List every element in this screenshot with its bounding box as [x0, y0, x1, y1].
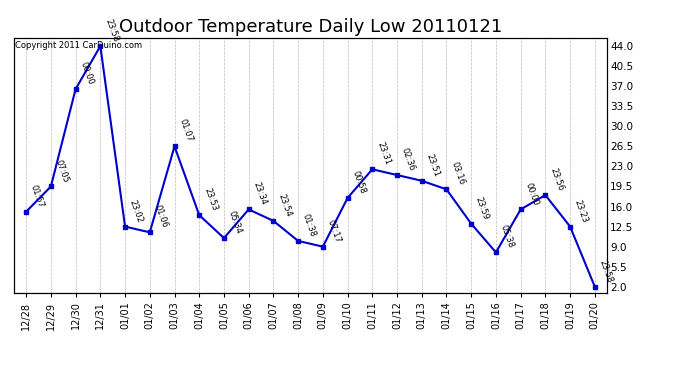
- Text: 23:58: 23:58: [103, 18, 120, 44]
- Title: Outdoor Temperature Daily Low 20110121: Outdoor Temperature Daily Low 20110121: [119, 18, 502, 36]
- Text: 23:34: 23:34: [251, 181, 268, 207]
- Text: 01:06: 01:06: [152, 204, 169, 230]
- Text: 23:31: 23:31: [375, 141, 392, 166]
- Text: 00:00: 00:00: [79, 61, 95, 86]
- Text: 23:58: 23:58: [598, 258, 614, 284]
- Text: Copyright 2011 CarDuino.com: Copyright 2011 CarDuino.com: [15, 41, 142, 50]
- Text: 23:56: 23:56: [548, 166, 565, 192]
- Text: 01:07: 01:07: [177, 118, 194, 144]
- Text: 05:34: 05:34: [227, 210, 244, 235]
- Text: 07:17: 07:17: [326, 218, 342, 244]
- Text: 00:00: 00:00: [524, 181, 540, 207]
- Text: 03:16: 03:16: [449, 161, 466, 187]
- Text: 23:51: 23:51: [424, 153, 441, 178]
- Text: 23:23: 23:23: [573, 198, 589, 224]
- Text: 01:57: 01:57: [29, 183, 46, 209]
- Text: 00:58: 00:58: [351, 170, 367, 195]
- Text: 07:05: 07:05: [54, 158, 70, 184]
- Text: 01:38: 01:38: [301, 213, 317, 238]
- Text: 23:59: 23:59: [474, 195, 491, 221]
- Text: 23:54: 23:54: [276, 193, 293, 218]
- Text: 02:36: 02:36: [400, 147, 417, 172]
- Text: 23:53: 23:53: [202, 187, 219, 212]
- Text: 05:38: 05:38: [499, 224, 515, 250]
- Text: 23:02: 23:02: [128, 198, 144, 224]
